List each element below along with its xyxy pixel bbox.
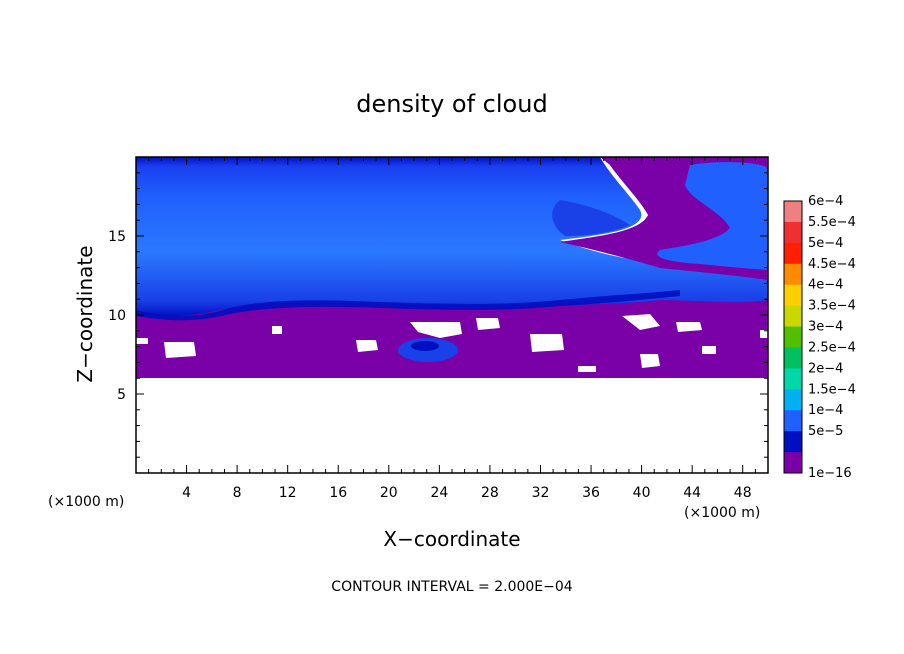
colorbar-swatch [784,221,802,244]
colorbar-label: 6e−4 [808,194,843,209]
colorbar-swatch [784,326,802,348]
colorbar-label: 2e−4 [808,361,843,376]
colorbar-label: 4.5e−4 [808,257,856,272]
y-axis-unit: (×1000 m) [48,494,124,510]
cloud-base-band [136,290,680,321]
colorbar-swatch [784,263,802,286]
contour-interval-note: CONTOUR INTERVAL = 2.000E−04 [331,579,572,595]
colorbar-label: 4e−4 [808,278,843,293]
x-tick-label: 16 [329,485,347,501]
x-tick-label: 8 [233,485,242,501]
x-tick-label: 48 [734,485,752,501]
x-tick-label: 40 [633,485,651,501]
colorbar-label: 1e−4 [808,403,843,418]
colorbar-swatch [784,284,802,307]
embedded-cloud-core [411,341,439,351]
colorbar-frame [783,200,803,474]
colorbar-swatch [784,242,802,265]
x-tick-label: 24 [430,485,448,501]
x-axis-unit: (×1000 m) [684,505,760,521]
colorbar-label: 3e−4 [808,320,843,335]
chart-title: density of cloud [356,90,547,118]
y-tick-label: 10 [108,308,126,324]
colorbar-swatch [784,347,802,369]
x-tick-label: 28 [481,485,499,501]
gaps [136,314,768,372]
x-axis-title: X−coordinate [383,527,520,551]
plot-area [135,156,769,474]
colorbar-label: 5e−5 [808,424,843,439]
colorbar-swatch [784,201,802,223]
y-tick-label: 15 [108,229,126,245]
cloud-layer-region [136,157,768,317]
colorbar-label: 3.5e−4 [808,299,856,314]
x-tick-label: 32 [532,485,550,501]
x-tick-label: 12 [279,485,297,501]
x-tick-label: 36 [582,485,600,501]
x-tick-label: 20 [380,485,398,501]
colorbar-swatch [784,305,802,328]
colorbar-swatch [784,431,802,453]
y-axis-ticks: 5 10 15 [108,172,768,458]
x-axis-ticks: 4 8 12 16 20 24 28 32 36 40 44 48 [148,157,756,501]
colorbar-label: 5.5e−4 [808,215,856,230]
colorbar-swatch [784,452,802,474]
colorbar-swatch [784,389,802,411]
colorbar-label: 1.5e−4 [808,382,856,397]
upper-right-cloud [657,162,768,270]
mid-right-cloud [552,200,630,236]
colorbar-label: 5e−4 [808,236,843,251]
colorbar-label: 2.5e−4 [808,340,856,355]
y-axis-title: Z−coordinate [73,245,97,382]
y-tick-label: 5 [117,387,126,403]
colorbar: 6e−4 5.5e−4 5e−4 4.5e−4 4e−4 3.5e−4 3e−4 2.5e−4… [783,194,856,481]
x-tick-label: 4 [182,485,191,501]
colorbar-swatch [784,368,802,390]
colorbar-label: 1e−16 [808,466,852,481]
x-tick-label: 44 [683,485,701,501]
colorbar-swatch [784,410,802,432]
